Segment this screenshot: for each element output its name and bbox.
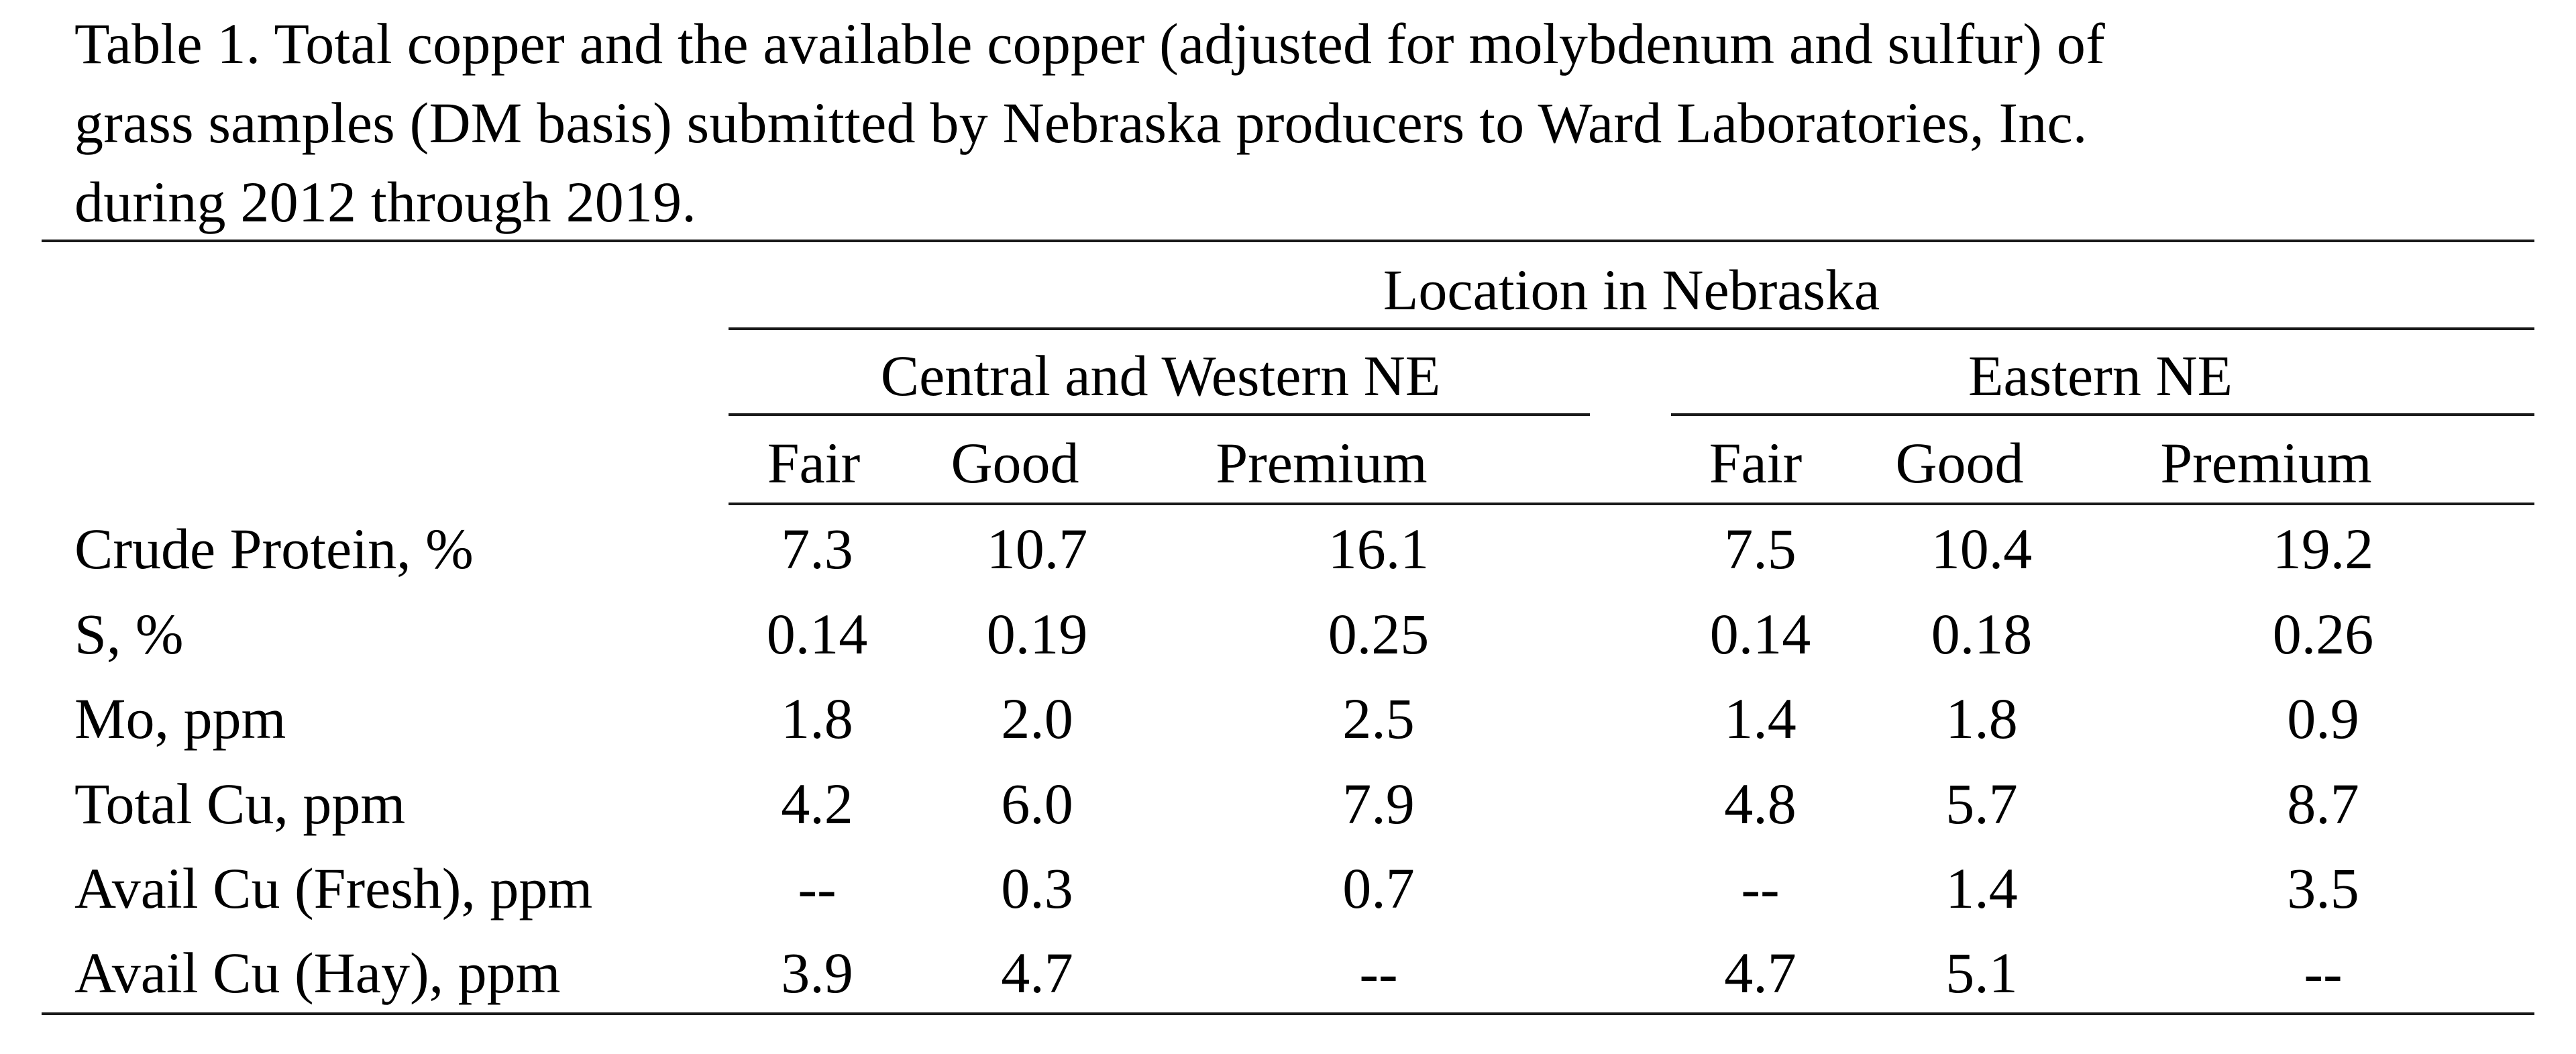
- column-header-cw-good: Good: [951, 431, 1079, 495]
- table-cell: 4.7: [1001, 941, 1073, 1005]
- row-label-crude-protein: Crude Protein, %: [74, 517, 474, 581]
- column-header-cw-premium: Premium: [1216, 431, 1428, 495]
- column-header-e-good: Good: [1895, 431, 2024, 495]
- table-cell: 1.4: [1724, 686, 1796, 751]
- table-cell: 0.3: [1001, 856, 1073, 920]
- row-label-sulfur: S, %: [74, 602, 184, 666]
- group-rule-eastern: [1671, 413, 2534, 416]
- spanner-rule: [729, 327, 2534, 330]
- table-cell: 7.3: [781, 517, 853, 581]
- table-bottom-rule: [42, 1012, 2534, 1015]
- table-cell: 19.2: [2272, 517, 2374, 581]
- table-cell: 0.18: [1931, 602, 2033, 666]
- table-cell: 0.7: [1342, 856, 1415, 920]
- table-cell: --: [798, 856, 837, 920]
- table-cell: 0.14: [766, 602, 868, 666]
- table-cell: 10.4: [1931, 517, 2033, 581]
- table-cell: 4.8: [1724, 772, 1796, 836]
- row-label-avail-cu-hay: Avail Cu (Hay), ppm: [74, 941, 561, 1005]
- table-cell: 10.7: [986, 517, 1088, 581]
- table-cell: 7.9: [1342, 772, 1415, 836]
- row-label-total-cu: Total Cu, ppm: [74, 772, 406, 836]
- table-cell: 0.14: [1709, 602, 1811, 666]
- caption-line-1: Table 1. Total copper and the available …: [74, 11, 2105, 76]
- table-cell: 16.1: [1328, 517, 1430, 581]
- table-cell: 5.7: [1945, 772, 2018, 836]
- table-cell: --: [2304, 941, 2343, 1005]
- table-cell: 4.7: [1724, 941, 1796, 1005]
- column-header-cw-fair: Fair: [767, 431, 861, 495]
- table-cell: 1.4: [1945, 856, 2018, 920]
- table-cell: 5.1: [1945, 941, 2018, 1005]
- table-cell: --: [1741, 856, 1780, 920]
- caption-line-2: grass samples (DM basis) submitted by Ne…: [74, 91, 2088, 155]
- column-header-e-premium: Premium: [2160, 431, 2372, 495]
- table-cell: 1.8: [781, 686, 853, 751]
- row-label-avail-cu-fresh: Avail Cu (Fresh), ppm: [74, 856, 593, 920]
- group-rule-central-western: [729, 413, 1590, 416]
- top-rule: [42, 240, 2534, 242]
- header-bottom-rule: [729, 503, 2534, 505]
- group-header-eastern: Eastern NE: [1968, 344, 2233, 408]
- table-cell: 0.9: [2287, 686, 2359, 751]
- table-cell: 7.5: [1724, 517, 1796, 581]
- group-header-central-western: Central and Western NE: [880, 344, 1441, 408]
- spanner-header: Location in Nebraska: [1383, 258, 1880, 322]
- table-cell: 2.5: [1342, 686, 1415, 751]
- table-cell: 0.19: [986, 602, 1088, 666]
- table-cell: 0.26: [2272, 602, 2374, 666]
- table-cell: 2.0: [1001, 686, 1073, 751]
- column-header-e-fair: Fair: [1709, 431, 1803, 495]
- row-label-molybdenum: Mo, ppm: [74, 686, 286, 751]
- table-cell: 3.5: [2287, 856, 2359, 920]
- table-cell: 0.25: [1328, 602, 1430, 666]
- table-cell: 8.7: [2287, 772, 2359, 836]
- caption-line-3: during 2012 through 2019.: [74, 170, 697, 234]
- table-caption: Table 1. Total copper and the available …: [74, 4, 2557, 242]
- table-cell: 3.9: [781, 941, 853, 1005]
- table-cell: 6.0: [1001, 772, 1073, 836]
- table-cell: 4.2: [781, 772, 853, 836]
- table-cell: --: [1359, 941, 1398, 1005]
- table-cell: 1.8: [1945, 686, 2018, 751]
